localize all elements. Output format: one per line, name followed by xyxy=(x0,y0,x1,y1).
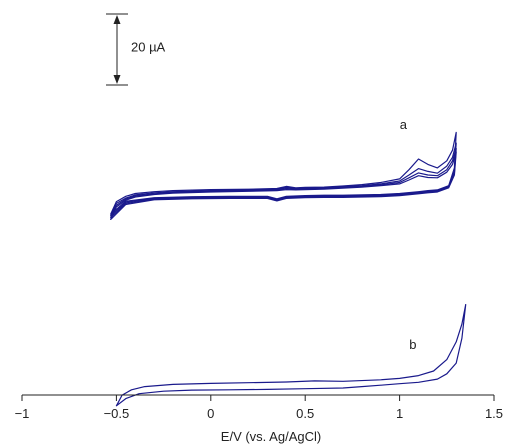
x-axis-title: E/V (vs. Ag/AgCl) xyxy=(221,429,321,444)
curve-label-a: a xyxy=(400,117,408,132)
scale-bar-arrow-up-icon xyxy=(113,15,121,24)
x-tick-label: 0.5 xyxy=(296,406,314,421)
curve-a-cycle-2 xyxy=(110,142,457,217)
x-tick-label: −0.5 xyxy=(104,406,130,421)
x-tick-label: 1.5 xyxy=(485,406,503,421)
curve-a-cycle-3 xyxy=(110,147,457,219)
x-tick-label: 0 xyxy=(207,406,214,421)
curve-label-b: b xyxy=(409,337,416,352)
curve-a-cycle-1 xyxy=(110,131,457,215)
current-scale-bar: 20 µA xyxy=(106,13,166,86)
curve-labels: ab xyxy=(400,117,417,352)
x-tick-label: −1 xyxy=(15,406,30,421)
voltammogram-curves xyxy=(110,131,467,407)
scale-bar-label: 20 µA xyxy=(131,40,166,55)
curve-b-cycle-1 xyxy=(115,304,467,407)
x-tick-label: 1 xyxy=(396,406,403,421)
x-axis-ticks: −1 −0.5 0 0.5 1 1.5 xyxy=(15,395,503,421)
curve-a-cycle-4 xyxy=(110,151,457,220)
scale-bar-arrow-down-icon xyxy=(113,75,121,84)
